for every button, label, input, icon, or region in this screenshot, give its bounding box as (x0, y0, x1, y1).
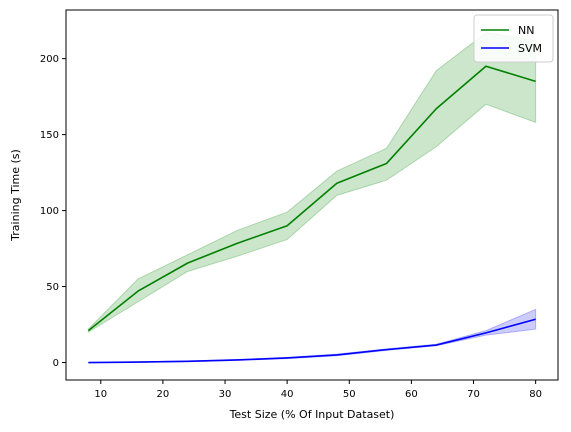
y-tick-label: 200 (40, 54, 59, 65)
y-tick-label: 0 (53, 358, 59, 369)
y-tick-label: 50 (46, 282, 59, 293)
nn-series-line (87, 65, 536, 332)
svm-confidence-band (88, 308, 537, 364)
x-tick-label: 60 (405, 389, 418, 400)
legend-label-nn: NN (518, 24, 534, 37)
x-axis-ticks: 10 20 30 40 50 60 70 80 (94, 380, 542, 400)
legend-label-svm: SVM (518, 42, 542, 55)
series-lines (87, 65, 536, 364)
y-axis-ticks: 0 50 100 150 200 (40, 54, 66, 369)
y-tick-label: 150 (40, 130, 59, 141)
plot-area-frame (65, 9, 559, 381)
x-tick-label: 30 (219, 389, 232, 400)
legend-box (473, 14, 554, 63)
confidence-bands (87, 32, 537, 364)
x-tick-label: 70 (467, 389, 480, 400)
legend: NN SVM (473, 14, 554, 63)
x-tick-label: 50 (343, 389, 356, 400)
y-tick-label: 100 (40, 206, 59, 217)
x-axis-label: Test Size (% Of Input Dataset) (229, 408, 395, 421)
x-tick-label: 20 (157, 389, 170, 400)
x-tick-label: 10 (94, 389, 107, 400)
svm-series-line (88, 318, 536, 364)
x-tick-label: 40 (281, 389, 294, 400)
x-tick-label: 80 (529, 389, 542, 400)
nn-confidence-band (87, 32, 537, 334)
y-axis-label: Training Time (s) (9, 149, 22, 242)
